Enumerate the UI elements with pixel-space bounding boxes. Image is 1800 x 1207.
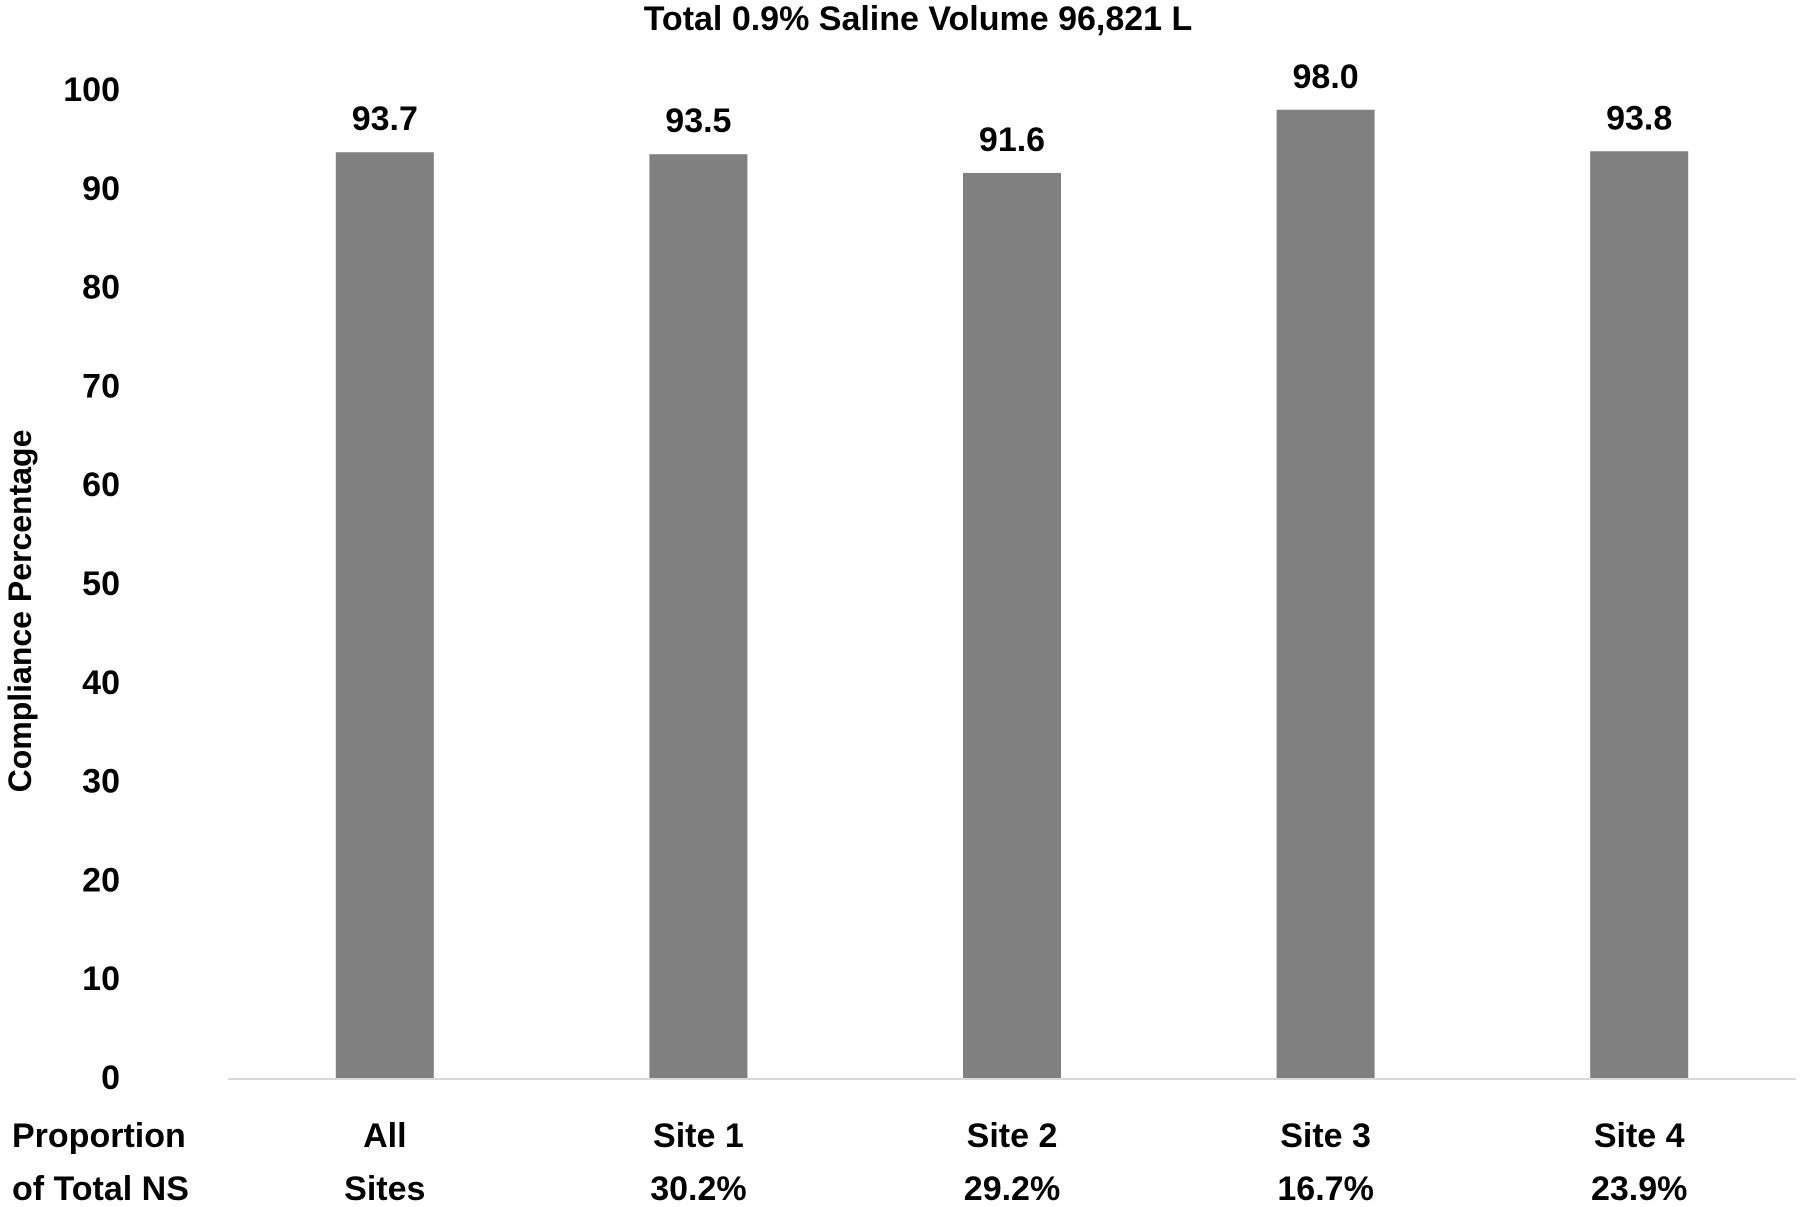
bars-group [335,109,1689,1079]
y-tick-label: 60 [82,466,120,504]
y-tick-label: 10 [82,960,120,998]
row-label-line: Proportion [12,1117,186,1155]
x-tick-label: Site 3 [1280,1117,1371,1155]
y-tick-label: 40 [82,664,120,702]
bar [335,152,434,1078]
proportion-row-label: Proportion of Total NS [12,1117,189,1207]
x-axis-labels: All Sites Site 1 30.2% Site 2 29.2% Site 3 16.7… [344,1117,1687,1207]
y-tick-label: 90 [82,170,120,208]
chart-title: Total 0.9% Saline Volume 96,821 L [644,0,1193,38]
data-label: 93.8 [1606,99,1672,137]
x-tick-label: 23.9% [1591,1170,1687,1202]
y-tick-label: 100 [63,71,120,109]
y-axis-label: Compliance Percentage [2,430,38,793]
x-tick-label: Site 1 [653,1117,744,1155]
y-tick-label: 80 [82,269,120,307]
data-label: 93.7 [352,100,418,138]
y-tick-label: 0 [101,1059,120,1097]
data-label: 91.6 [979,121,1045,159]
y-tick-label: 20 [82,861,120,899]
x-tick-label: All [363,1117,406,1155]
bar [963,172,1061,1078]
bar [1276,109,1375,1078]
x-tick-label: 29.2% [964,1170,1060,1202]
y-axis-ticks: 0 10 20 30 40 50 60 70 80 90 100 [63,71,120,1097]
x-tick-label: 30.2% [650,1170,746,1202]
x-tick-label: Site 4 [1594,1117,1685,1155]
data-labels-group: 93.7 93.5 91.6 98.0 93.8 [352,58,1673,159]
bar [649,154,748,1079]
x-tick-label: Site 2 [967,1117,1058,1155]
data-label: 98.0 [1293,58,1359,96]
data-label: 93.5 [665,102,731,140]
y-tick-label: 70 [82,367,120,405]
x-tick-label: 16.7% [1277,1170,1373,1202]
row-label-line: of Total NS [12,1170,189,1202]
x-tick-label: Sites [344,1170,425,1202]
y-tick-label: 50 [82,565,120,603]
y-tick-label: 30 [82,763,120,801]
bar [1590,151,1689,1079]
